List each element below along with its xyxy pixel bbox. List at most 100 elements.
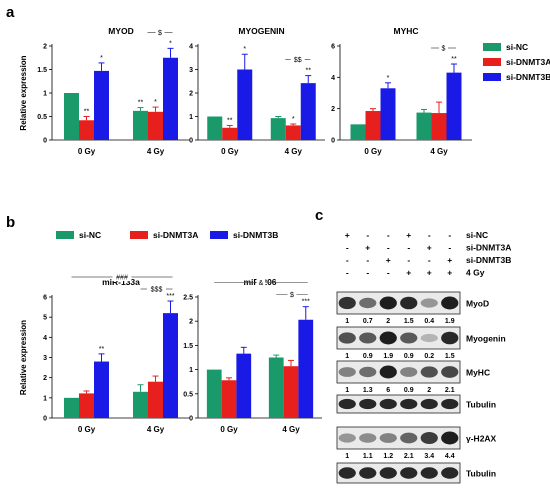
bar bbox=[163, 57, 178, 140]
x-tick-label: 0 Gy bbox=[78, 147, 96, 156]
treatment-sign: - bbox=[387, 268, 390, 278]
bar bbox=[283, 366, 299, 418]
band-quantification: 4.4 bbox=[445, 453, 455, 460]
bar bbox=[268, 357, 284, 418]
band-quantification: 0.9 bbox=[363, 353, 373, 360]
bar bbox=[236, 353, 252, 418]
bar bbox=[431, 113, 447, 140]
y-tick-label: 1.5 bbox=[37, 67, 47, 74]
y-tick-label: 4 bbox=[189, 44, 193, 51]
bar bbox=[94, 361, 109, 418]
blot-band bbox=[441, 366, 459, 378]
bar bbox=[64, 397, 79, 418]
treatment-label: si-NC bbox=[466, 230, 488, 240]
blot-band bbox=[441, 467, 459, 479]
blot-band bbox=[441, 331, 459, 345]
blot-band bbox=[338, 332, 356, 344]
y-tick-label: 2 bbox=[189, 319, 193, 326]
bar bbox=[207, 116, 223, 140]
bar bbox=[446, 72, 462, 140]
blot-band bbox=[420, 366, 438, 378]
treatment-sign: - bbox=[407, 255, 410, 265]
legend-swatch bbox=[130, 231, 148, 239]
bar bbox=[79, 393, 94, 418]
comparison-bracket-label: & bbox=[259, 280, 264, 287]
y-tick-label: 2 bbox=[43, 44, 47, 51]
y-axis-label: Relative expression bbox=[19, 55, 28, 130]
treatment-sign: - bbox=[346, 255, 349, 265]
blot-band bbox=[379, 331, 397, 345]
comparison-bracket-gap bbox=[147, 285, 166, 294]
chart-mir-133a: miR-133a Relative expression 0 1 2 3 4 5 6 0 Gy **… bbox=[19, 273, 190, 434]
y-tick-label: 2.5 bbox=[183, 295, 193, 302]
significance-label: ** bbox=[451, 56, 457, 63]
band-quantification: 0.9 bbox=[404, 353, 414, 360]
panel-label-c: c bbox=[315, 207, 323, 224]
significance-label: * bbox=[243, 46, 246, 53]
blot-band bbox=[400, 467, 418, 479]
legend-swatch bbox=[56, 231, 74, 239]
band-quantification: 1.5 bbox=[404, 318, 414, 325]
significance-label: ** bbox=[306, 68, 312, 75]
treatment-sign: + bbox=[427, 268, 432, 278]
chart-title: MYOGENIN bbox=[238, 26, 284, 36]
significance-label: * bbox=[387, 75, 390, 82]
treatment-sign: - bbox=[366, 255, 369, 265]
bar bbox=[221, 380, 237, 418]
comparison-bracket-gap bbox=[256, 278, 266, 287]
y-tick-label: 0 bbox=[43, 416, 47, 423]
band-quantification: 1 bbox=[345, 353, 349, 360]
y-tick-label: 1.5 bbox=[183, 343, 193, 350]
blot-membrane bbox=[336, 291, 461, 315]
band-quantification: 1 bbox=[345, 387, 349, 394]
chart-title: MYHC bbox=[393, 26, 418, 36]
band-quantification: 2.1 bbox=[445, 387, 455, 394]
band-quantification: 6 bbox=[386, 387, 390, 394]
bar bbox=[94, 70, 109, 140]
comparison-bracket-label: $ bbox=[442, 46, 446, 53]
treatment-sign: + bbox=[447, 268, 452, 278]
blot-band bbox=[420, 333, 438, 343]
blot-band bbox=[338, 467, 356, 479]
significance-label: * bbox=[169, 40, 172, 47]
blot-band bbox=[379, 467, 397, 479]
x-tick-label: 4 Gy bbox=[147, 147, 165, 156]
legend-swatch bbox=[210, 231, 228, 239]
blot-band bbox=[379, 433, 397, 443]
y-tick-label: 0 bbox=[331, 138, 335, 145]
significance-label: ** bbox=[227, 117, 233, 124]
treatment-sign: + bbox=[365, 243, 370, 253]
comparison-bracket-gap bbox=[112, 273, 132, 282]
legend-swatch bbox=[483, 43, 501, 51]
x-tick-label: 0 Gy bbox=[78, 425, 96, 434]
legend-a: si-NC si-DNMT3A si-DNMT3B bbox=[483, 42, 550, 82]
y-tick-label: 2 bbox=[331, 106, 335, 113]
blot-band bbox=[420, 398, 438, 410]
treatment-sign: + bbox=[427, 243, 432, 253]
treatment-label: 4 Gy bbox=[466, 268, 485, 278]
y-tick-label: 2 bbox=[189, 91, 193, 98]
blot-band bbox=[400, 332, 418, 344]
x-tick-label: 0 Gy bbox=[220, 425, 238, 434]
band-quantification: 1.5 bbox=[445, 353, 455, 360]
blot-band bbox=[400, 296, 418, 310]
blot-band bbox=[359, 297, 377, 309]
comparison-bracket-gap bbox=[439, 44, 448, 53]
y-tick-label: 2 bbox=[43, 375, 47, 382]
legend-label: si-DNMT3B bbox=[233, 230, 278, 240]
panel-label-b: b bbox=[6, 214, 15, 231]
treatment-sign: + bbox=[447, 255, 452, 265]
blot-band bbox=[379, 365, 397, 379]
significance-label: * bbox=[292, 116, 295, 123]
legend-b: si-NC si-DNMT3A si-DNMT3B bbox=[56, 230, 278, 240]
blot-band bbox=[379, 296, 397, 310]
blot-band bbox=[379, 398, 397, 410]
significance-label: ** bbox=[99, 346, 105, 353]
treatment-sign: - bbox=[366, 230, 369, 240]
blot-band bbox=[420, 432, 438, 444]
y-tick-label: 1 bbox=[43, 395, 47, 402]
blot-band bbox=[338, 433, 356, 443]
blot-band bbox=[441, 431, 459, 445]
